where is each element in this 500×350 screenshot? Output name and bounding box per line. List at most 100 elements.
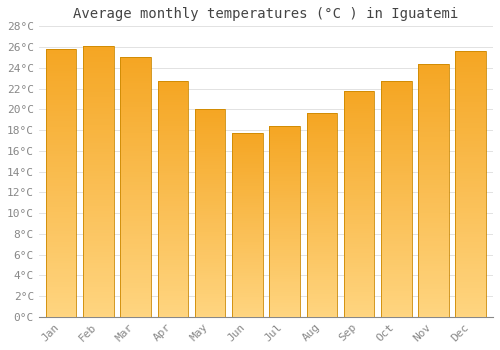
Bar [158,234,188,237]
Bar [195,126,226,128]
Bar [456,192,486,195]
Bar [83,81,114,84]
Bar [195,213,226,215]
Bar [344,262,374,265]
Bar [120,172,151,174]
Bar [381,234,412,237]
Bar [232,276,262,278]
Bar [270,227,300,229]
Bar [158,171,188,173]
Bar [46,261,76,263]
Bar [270,290,300,292]
Bar [158,91,188,93]
Bar [120,296,151,299]
Bar [195,261,226,263]
Bar [83,192,114,195]
Bar [195,155,226,157]
Bar [232,194,262,196]
Bar [46,70,76,73]
Bar [306,126,337,128]
Bar [344,176,374,179]
Bar [158,190,188,192]
Bar [456,295,486,298]
Bar [158,100,188,103]
Bar [46,55,76,57]
Bar [344,235,374,238]
Bar [195,298,226,300]
Bar [158,260,188,262]
Bar [83,309,114,312]
Bar [46,250,76,253]
Bar [232,218,262,219]
Bar [232,216,262,218]
Bar [120,166,151,169]
Bar [83,154,114,157]
Bar [270,298,300,300]
Bar [418,236,448,238]
Bar [83,230,114,233]
Bar [195,248,226,250]
Bar [344,104,374,106]
Bar [344,159,374,161]
Bar [195,232,226,234]
Bar [232,152,262,153]
Bar [456,136,486,139]
Bar [46,204,76,207]
Bar [306,173,337,174]
Bar [306,227,337,229]
Bar [120,307,151,309]
Bar [158,272,188,274]
Bar [83,78,114,81]
Bar [46,298,76,301]
Bar [120,190,151,192]
Bar [158,314,188,317]
Bar [381,291,412,293]
Bar [306,274,337,276]
Bar [120,197,151,200]
Bar [306,197,337,199]
Bar [306,276,337,278]
Bar [306,113,337,116]
Bar [158,103,188,105]
Bar [381,114,412,117]
Bar [83,290,114,293]
Bar [120,120,151,122]
Bar [232,139,262,140]
Bar [232,309,262,311]
Bar [418,210,448,213]
Bar [344,183,374,186]
Bar [158,152,188,154]
Bar [232,238,262,240]
Bar [306,282,337,284]
Bar [120,244,151,247]
Bar [344,217,374,219]
Bar [270,300,300,302]
Bar [120,94,151,96]
Bar [381,86,412,88]
Bar [306,148,337,150]
Bar [83,284,114,287]
Bar [46,183,76,186]
Bar [120,286,151,288]
Bar [270,151,300,153]
Bar [344,242,374,244]
Bar [195,315,226,317]
Bar [381,220,412,223]
Bar [232,133,262,317]
Bar [306,254,337,256]
Bar [456,166,486,168]
Bar [195,203,226,205]
Bar [120,218,151,221]
Bar [270,313,300,315]
Bar [306,262,337,264]
Bar [456,110,486,112]
Bar [232,251,262,253]
Bar [306,229,337,231]
Bar [344,278,374,281]
Bar [120,102,151,104]
Bar [120,86,151,89]
Bar [344,181,374,183]
Bar [456,293,486,295]
Bar [456,203,486,205]
Bar [418,134,448,137]
